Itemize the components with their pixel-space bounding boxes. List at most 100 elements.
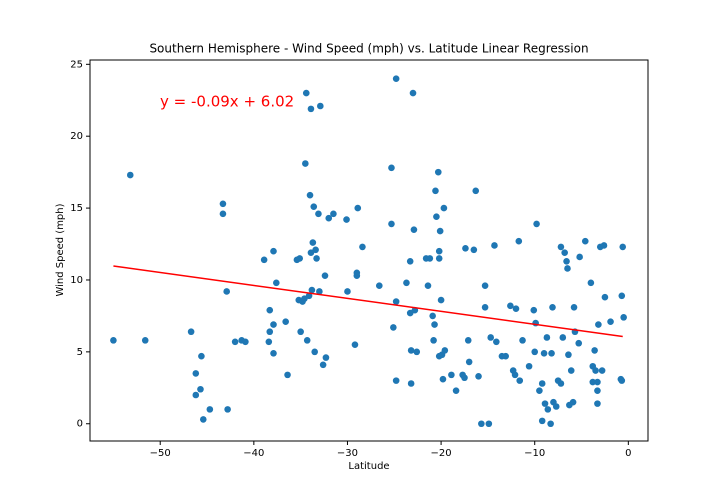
point (589, 378, 597, 386)
point (561, 249, 568, 256)
point (620, 314, 627, 321)
point (266, 328, 274, 336)
point (481, 303, 489, 311)
point (343, 216, 350, 223)
point (481, 282, 489, 290)
point (141, 337, 149, 344)
y-tick-label: 0 (77, 419, 83, 430)
point (313, 255, 320, 262)
point (321, 272, 329, 279)
point (547, 420, 554, 428)
point (600, 242, 608, 249)
point (426, 255, 434, 262)
point (531, 348, 539, 356)
point (464, 337, 472, 344)
point (563, 257, 570, 265)
point (557, 380, 565, 387)
point (305, 292, 313, 300)
point (392, 75, 400, 82)
x-tick-label: −10 (524, 448, 545, 459)
point (440, 204, 448, 212)
y-tick-label: 25 (70, 59, 83, 70)
point (472, 187, 480, 195)
point (525, 362, 533, 370)
point (515, 237, 523, 245)
point (576, 253, 583, 261)
point (265, 338, 273, 346)
point (549, 303, 556, 311)
point (270, 349, 277, 357)
point (430, 337, 437, 344)
point (448, 371, 455, 379)
point (413, 348, 421, 356)
point (541, 400, 549, 407)
point (431, 321, 438, 328)
point (538, 380, 546, 387)
point (552, 403, 560, 410)
x-tick-label: 0 (625, 448, 631, 459)
point (594, 400, 601, 407)
point (557, 243, 565, 251)
y-axis-label: Wind Speed (mph) (55, 203, 66, 296)
point (595, 321, 602, 328)
point (410, 226, 418, 233)
point (618, 377, 626, 384)
point (316, 288, 323, 295)
point (309, 239, 317, 246)
x-tick-label: −20 (431, 448, 452, 459)
point (575, 339, 583, 347)
point (303, 337, 311, 344)
point (192, 391, 200, 399)
point (266, 306, 274, 314)
point (569, 398, 577, 406)
point (434, 168, 442, 176)
x-tick-label: −40 (243, 448, 264, 459)
y-tick-label: 10 (70, 275, 83, 286)
point (432, 187, 439, 195)
point (598, 367, 606, 374)
point (618, 292, 626, 300)
point (297, 328, 304, 336)
chart-title: Southern Hemisphere - Wind Speed (mph) v… (149, 42, 588, 56)
point (581, 237, 589, 245)
point (110, 337, 117, 344)
point (198, 352, 205, 360)
y-tick-label: 15 (70, 203, 83, 214)
point (478, 420, 485, 428)
point (452, 387, 460, 394)
point (516, 377, 524, 384)
point (192, 370, 200, 377)
y-tick-label: 5 (77, 347, 83, 358)
point (493, 338, 500, 346)
point (507, 302, 514, 310)
point (322, 354, 330, 361)
point (485, 420, 493, 428)
point (587, 279, 595, 287)
point (317, 102, 324, 110)
point (548, 349, 555, 357)
point (311, 348, 318, 356)
point (407, 380, 415, 387)
point (388, 164, 395, 172)
x-axis-label: Latitude (348, 461, 389, 472)
point (439, 375, 447, 383)
point (325, 214, 333, 222)
point (530, 306, 538, 314)
point (126, 171, 134, 179)
point (619, 243, 627, 251)
regression-line (113, 265, 623, 338)
point (544, 406, 552, 413)
point (564, 265, 571, 272)
point (409, 89, 417, 97)
point (354, 204, 362, 212)
point (273, 279, 280, 287)
point (312, 246, 319, 254)
point (435, 247, 443, 255)
point (435, 255, 443, 262)
point (302, 89, 310, 97)
point (351, 341, 359, 348)
point (436, 227, 444, 235)
point (392, 298, 400, 305)
point (491, 242, 498, 249)
